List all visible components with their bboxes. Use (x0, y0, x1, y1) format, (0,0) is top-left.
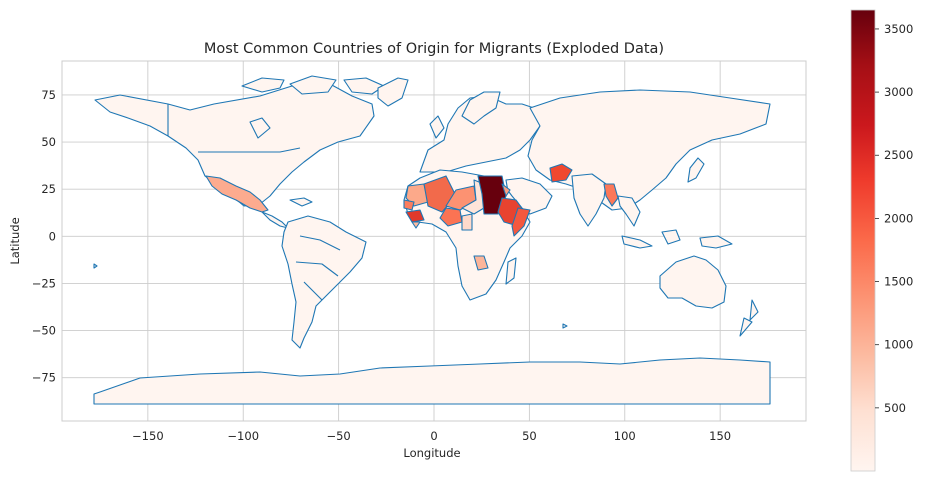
x-tick-label: −50 (326, 429, 350, 443)
region-indonesia (621, 229, 733, 249)
x-tick-label: 50 (522, 429, 537, 443)
y-axis-label: Latitude (8, 217, 22, 264)
y-tick-label: −25 (32, 276, 56, 290)
region-mauritania (405, 183, 429, 207)
map-layer (93, 75, 771, 405)
region-scandinavia (461, 91, 501, 125)
region-small-islands (93, 263, 568, 329)
region-somalia (511, 207, 531, 237)
x-tick-label: −100 (227, 429, 259, 443)
region-afghanistan (549, 163, 573, 183)
x-tick-label: 0 (430, 429, 437, 443)
colorbar-tick-label: 2000 (884, 211, 913, 225)
region-madagascar (505, 257, 517, 285)
region-bangladesh (603, 183, 619, 207)
region-new-zealand (739, 299, 759, 337)
y-tick-label: 50 (41, 135, 56, 149)
x-tick-label: 150 (709, 429, 731, 443)
region-sudan (477, 175, 507, 215)
region-south-america (281, 215, 367, 349)
colorbar-tick-label: 3000 (884, 85, 913, 99)
region-greenland (377, 77, 409, 107)
colorbar-tick-label: 2500 (884, 148, 913, 162)
x-tick-label: 100 (614, 429, 636, 443)
y-tick-label: 25 (41, 182, 56, 196)
plot-area: −150 −100 −50 0 50 100 150 −75 −50 −25 0 25 50 75 (32, 60, 807, 443)
y-tick-label: 75 (41, 88, 56, 102)
region-southeast-asia (617, 195, 641, 227)
x-axis-label: Longitude (403, 446, 460, 460)
colorbar-gradient (850, 9, 876, 472)
colorbar-tick-label: 3500 (884, 22, 913, 36)
region-japan (687, 157, 705, 183)
y-tick-label: 0 (49, 229, 56, 243)
y-tick-label: −50 (32, 324, 56, 338)
colorbar-tick-label: 500 (884, 401, 906, 415)
region-malawi (473, 255, 489, 271)
region-eritrea (501, 183, 511, 197)
region-north-america (94, 83, 375, 207)
x-tick-label: −150 (132, 429, 164, 443)
region-nigeria (439, 207, 463, 227)
region-sierra-leone (411, 221, 421, 229)
region-cameroon (461, 213, 473, 231)
x-ticks: −150 −100 −50 0 50 100 150 (132, 429, 731, 443)
region-south-america-borders (295, 235, 341, 301)
colorbar-tick-label: 1000 (884, 338, 913, 352)
region-europe (419, 95, 541, 173)
region-canada-alaska-border (167, 104, 301, 153)
region-senegal (403, 199, 415, 211)
colorbar-ticks: 500 1000 1500 2000 2500 3000 3500 (875, 22, 913, 415)
y-tick-label: −75 (32, 371, 56, 385)
colorbar: 500 1000 1500 2000 2500 3000 3500 (850, 9, 913, 472)
region-arctic-islands (241, 75, 385, 95)
region-uk (429, 115, 445, 139)
y-ticks: −75 −50 −25 0 25 50 75 (32, 88, 56, 385)
region-mexico (205, 175, 269, 213)
region-antarctica (93, 357, 771, 405)
region-guinea (405, 209, 425, 223)
region-australia (659, 255, 727, 309)
colorbar-tick-label: 1500 (884, 275, 913, 289)
chart-title: Most Common Countries of Origin for Migr… (204, 41, 664, 57)
region-india (571, 173, 607, 227)
